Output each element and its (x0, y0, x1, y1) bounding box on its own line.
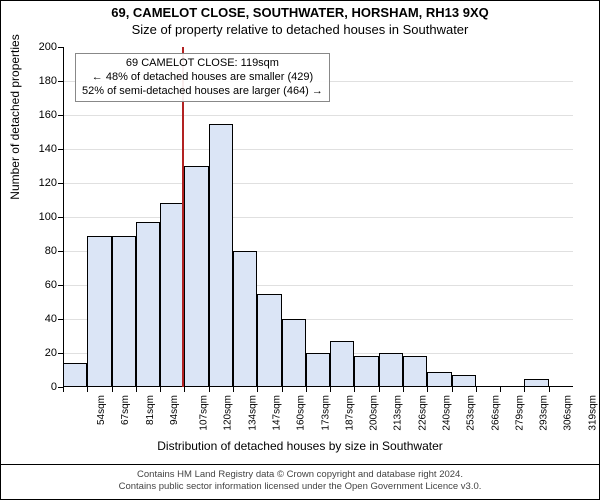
y-tick-label: 40 (27, 313, 57, 325)
histogram-bar (257, 294, 281, 388)
footer-line-1: Contains HM Land Registry data © Crown c… (11, 469, 589, 481)
x-tick (379, 387, 380, 392)
grid-line (63, 183, 573, 184)
x-tick (403, 387, 404, 392)
x-tick-label: 54sqm (96, 395, 107, 425)
histogram-bar (209, 124, 233, 388)
histogram-bar (136, 222, 160, 387)
x-tick-label: 226sqm (417, 395, 428, 431)
plot-area: 02040608010012014016018020054sqm67sqm81s… (63, 47, 573, 387)
x-tick-label: 94sqm (169, 395, 180, 425)
chart-container: 69, CAMELOT CLOSE, SOUTHWATER, HORSHAM, … (0, 0, 600, 500)
x-tick-label: 266sqm (490, 395, 501, 431)
x-tick-label: 213sqm (393, 395, 404, 431)
x-tick-label: 134sqm (247, 395, 258, 431)
x-tick-label: 306sqm (563, 395, 574, 431)
histogram-bar (306, 353, 330, 387)
y-tick-label: 100 (27, 211, 57, 223)
x-tick (160, 387, 161, 392)
y-tick-label: 160 (27, 109, 57, 121)
histogram-bar (282, 319, 306, 387)
y-axis-label: Number of detached properties (8, 17, 22, 217)
histogram-bar (112, 236, 136, 387)
grid-line (63, 115, 573, 116)
x-tick-label: 147sqm (272, 395, 283, 431)
x-tick (330, 387, 331, 392)
histogram-bar (354, 356, 378, 387)
annotation-line-smaller: ← 48% of detached houses are smaller (42… (82, 71, 323, 85)
x-tick (427, 387, 428, 392)
annotation-line-larger: 52% of semi-detached houses are larger (… (82, 85, 323, 99)
x-tick-label: 120sqm (223, 395, 234, 431)
x-tick (257, 387, 258, 392)
x-tick (452, 387, 453, 392)
x-tick (306, 387, 307, 392)
x-axis (63, 386, 573, 387)
x-tick (233, 387, 234, 392)
y-tick-label: 120 (27, 177, 57, 189)
x-tick (136, 387, 137, 392)
x-tick-label: 319sqm (587, 395, 598, 431)
x-tick-label: 107sqm (199, 395, 210, 431)
histogram-bar (330, 341, 354, 387)
x-tick (476, 387, 477, 392)
x-tick-label: 293sqm (539, 395, 550, 431)
x-tick (524, 387, 525, 392)
histogram-bar (63, 363, 87, 387)
y-tick-label: 0 (27, 381, 57, 393)
x-tick (184, 387, 185, 392)
x-tick (282, 387, 283, 392)
x-axis-label: Distribution of detached houses by size … (1, 439, 599, 453)
x-tick (500, 387, 501, 392)
x-tick-label: 81sqm (145, 395, 156, 425)
y-axis (63, 47, 64, 387)
grid-line (63, 217, 573, 218)
x-tick-label: 173sqm (320, 395, 331, 431)
histogram-bar (87, 236, 111, 387)
x-tick (112, 387, 113, 392)
y-tick-label: 180 (27, 75, 57, 87)
annotation-line-title: 69 CAMELOT CLOSE: 119sqm (82, 57, 323, 71)
histogram-bar (403, 356, 427, 387)
y-tick-label: 60 (27, 279, 57, 291)
histogram-bar (427, 372, 451, 387)
y-tick-label: 80 (27, 245, 57, 257)
x-tick (549, 387, 550, 392)
x-tick (354, 387, 355, 392)
x-tick (209, 387, 210, 392)
annotation-box: 69 CAMELOT CLOSE: 119sqm← 48% of detache… (75, 53, 330, 102)
x-tick (63, 387, 64, 392)
page-title: 69, CAMELOT CLOSE, SOUTHWATER, HORSHAM, … (1, 1, 599, 20)
x-tick-label: 279sqm (514, 395, 525, 431)
x-tick-label: 67sqm (120, 395, 131, 425)
x-tick-label: 240sqm (442, 395, 453, 431)
histogram-bar (160, 203, 184, 387)
histogram-bar (233, 251, 257, 387)
x-tick-label: 253sqm (466, 395, 477, 431)
x-tick (87, 387, 88, 392)
y-tick-label: 140 (27, 143, 57, 155)
histogram-bar (184, 166, 208, 387)
x-tick-label: 200sqm (369, 395, 380, 431)
page-subtitle: Size of property relative to detached ho… (1, 20, 599, 37)
x-tick-label: 160sqm (296, 395, 307, 431)
y-tick-label: 200 (27, 41, 57, 53)
footer-attribution: Contains HM Land Registry data © Crown c… (1, 464, 599, 499)
footer-line-2: Contains public sector information licen… (11, 481, 589, 493)
y-tick-label: 20 (27, 347, 57, 359)
x-tick-label: 187sqm (344, 395, 355, 431)
histogram-bar (379, 353, 403, 387)
grid-line (63, 149, 573, 150)
